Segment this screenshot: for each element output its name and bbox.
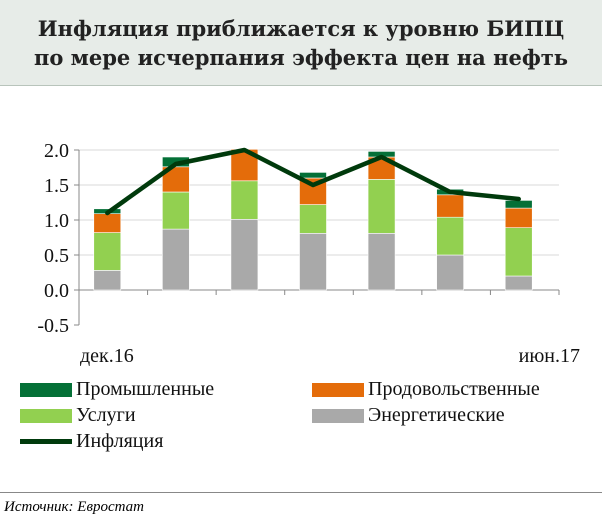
- legend-swatch-industrial: [20, 382, 72, 397]
- legend-label: Услуги: [76, 404, 136, 426]
- inflation-line: [105, 147, 521, 216]
- bar-industrial: [504, 200, 533, 209]
- y-tick-label: 0.0: [44, 280, 69, 302]
- legend-swatch-food: [312, 382, 364, 397]
- y-tick-label: 0.5: [44, 245, 69, 267]
- legend-swatch-energy: [312, 408, 364, 423]
- legend-label: Продовольственные: [368, 378, 540, 400]
- legend-energy: Энергетические: [312, 404, 505, 427]
- bar-food: [93, 213, 122, 233]
- y-tick-label: 1.5: [44, 175, 69, 197]
- bar-energy: [367, 233, 396, 291]
- legend-industrial: Промышленные: [20, 378, 214, 401]
- legend-inflation: Инфляция: [20, 430, 163, 453]
- legend-label: Энергетические: [368, 404, 505, 426]
- legend-services: Услуги: [20, 404, 136, 427]
- bar-energy: [504, 275, 533, 291]
- bar-services: [436, 216, 464, 256]
- bar-energy: [436, 254, 464, 291]
- bar-energy: [162, 228, 190, 291]
- bar-energy: [230, 219, 259, 291]
- bar-energy: [93, 270, 122, 291]
- chart-title: Инфляция приближается к уровню БИПЦ по м…: [0, 0, 602, 86]
- legend-swatch-services: [20, 408, 72, 423]
- source-note: Источник: Евростат: [0, 492, 602, 522]
- bar-services: [230, 180, 259, 220]
- x-label-last: июн.17: [519, 345, 580, 367]
- legend-swatch-inflation: [20, 439, 72, 444]
- legend-label: Инфляция: [76, 430, 164, 452]
- legend-food: Продовольственные: [312, 378, 540, 401]
- bar-services: [299, 204, 327, 234]
- bar-food: [436, 194, 464, 218]
- bar-services: [162, 191, 190, 230]
- y-tick-label: 2.0: [44, 140, 69, 162]
- bar-services: [504, 227, 533, 277]
- bar-industrial: [299, 172, 327, 179]
- y-tick-label: 1.0: [44, 210, 69, 232]
- bar-services: [367, 179, 396, 234]
- y-tick-label: -0.5: [37, 315, 69, 337]
- bar-food: [504, 207, 533, 229]
- x-label-first: дек.16: [80, 345, 134, 367]
- legend-label: Промышленные: [76, 378, 215, 400]
- bar-services: [93, 232, 122, 271]
- bar-energy: [299, 233, 327, 291]
